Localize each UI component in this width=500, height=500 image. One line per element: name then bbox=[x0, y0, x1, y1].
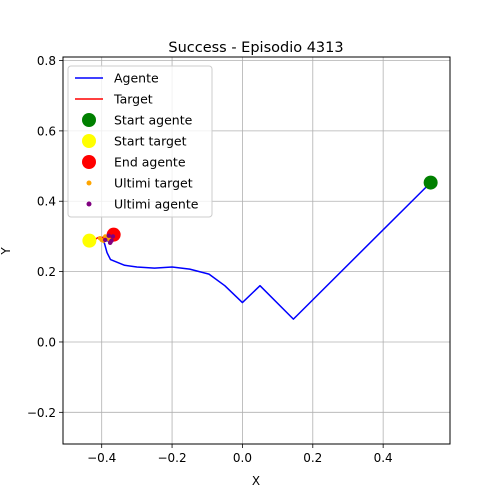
legend-ultimi-target-label: Ultimi target bbox=[114, 176, 193, 191]
legend-box bbox=[67, 65, 213, 218]
y-axis-ticks: −0.2 0.0 0.2 0.4 0.6 0.8 bbox=[27, 54, 63, 420]
y-tick-label: 0.0 bbox=[37, 335, 56, 349]
y-axis-label: Y bbox=[0, 247, 13, 256]
plot-data bbox=[82, 175, 438, 320]
x-tick-label: −0.4 bbox=[87, 451, 116, 465]
x-tick-label: 0.2 bbox=[303, 451, 322, 465]
legend-end-agente-label: End agente bbox=[114, 155, 186, 170]
start-target-point bbox=[82, 233, 97, 248]
y-tick-label: 0.6 bbox=[37, 124, 56, 138]
y-tick-label: −0.2 bbox=[27, 406, 56, 420]
legend-start-target-label: Start target bbox=[114, 134, 187, 149]
ultimi-agente-point bbox=[107, 240, 113, 245]
legend-ultimi-agente-label: Ultimi agente bbox=[114, 197, 199, 212]
chart-title: Success - Episodio 4313 bbox=[168, 40, 343, 56]
y-tick-label: 0.2 bbox=[37, 265, 56, 279]
x-axis-ticks: −0.4 −0.2 0.0 0.2 0.4 bbox=[87, 444, 393, 465]
start-agente-point bbox=[423, 175, 438, 190]
plot-frame bbox=[62, 56, 451, 445]
ultimi-agente-point bbox=[106, 233, 111, 238]
y-tick-label: 0.8 bbox=[37, 54, 56, 68]
ultimi-target-point bbox=[97, 235, 103, 241]
ultimi-agente-point bbox=[103, 237, 108, 243]
legend-ultimi-target-swatch bbox=[86, 180, 92, 186]
legend-ultimi-agente-swatch bbox=[86, 201, 92, 207]
legend-start-agente-label: Start agente bbox=[114, 113, 193, 128]
ultimi-agente-point bbox=[110, 234, 116, 239]
x-axis-label: X bbox=[252, 474, 260, 488]
y-tick-label: 0.4 bbox=[37, 195, 56, 209]
legend-agente-label: Agente bbox=[114, 71, 159, 86]
legend-start-target-swatch bbox=[82, 134, 96, 148]
x-tick-label: 0.0 bbox=[233, 451, 252, 465]
legend: Agente Target Start agente Start target End … bbox=[67, 65, 213, 218]
legend-start-agente-swatch bbox=[82, 113, 96, 127]
x-tick-label: −0.2 bbox=[157, 451, 186, 465]
legend-end-agente-swatch bbox=[82, 155, 96, 169]
legend-target-label: Target bbox=[113, 92, 153, 107]
x-tick-label: 0.4 bbox=[374, 451, 393, 465]
